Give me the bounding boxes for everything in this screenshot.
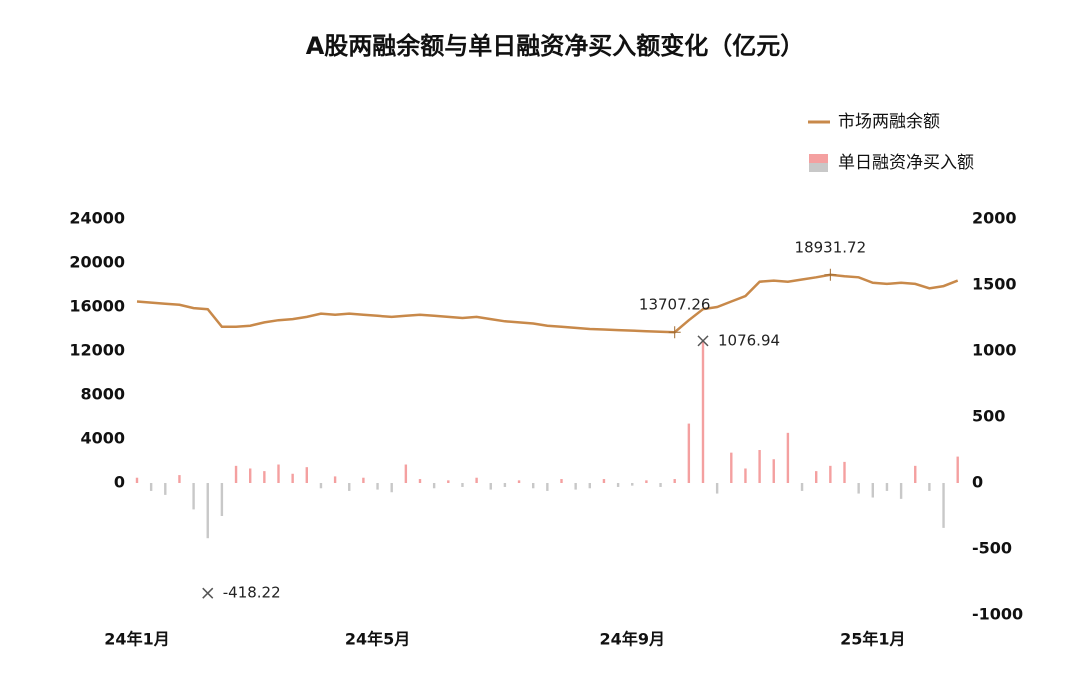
bar [461,483,464,487]
bar [659,483,662,487]
bar [178,475,181,483]
bar [532,483,535,489]
x-tick-label: 24年5月 [345,630,410,649]
bar [899,483,903,499]
bar [319,483,323,489]
bar [348,483,351,491]
bar [928,483,931,491]
y2-tick-label: 1000 [972,341,1017,360]
bar [631,483,634,486]
bar [475,477,478,483]
marker [824,268,837,281]
bar [447,480,450,483]
bar [786,432,790,483]
bar [206,483,209,539]
bar [956,456,959,483]
x-tick-label: 24年1月 [104,630,169,649]
line [136,273,959,334]
bar [673,479,676,483]
annotation: -418.22 [223,584,281,602]
bar [305,467,308,483]
bar [503,483,507,487]
bar [291,473,294,483]
bar [588,483,591,489]
bar [687,423,691,483]
bar [517,480,521,483]
marker [668,326,681,339]
bar [701,340,705,483]
legend-label: 单日融资净买入额 [838,153,974,173]
bar [376,483,379,490]
bar [404,464,408,483]
bar [390,483,393,493]
bar [263,471,266,483]
bar [574,483,577,490]
marker [697,335,709,347]
x-tick-label: 24年9月 [600,630,665,649]
bar [815,471,818,483]
bar [942,483,945,528]
y2-tick-label: 0 [972,473,983,492]
bar [234,465,238,483]
bar [758,450,761,483]
y-tick-label: 8000 [80,385,125,404]
bar [149,483,153,491]
bar [333,476,337,483]
y2-tick-label: -500 [972,539,1012,558]
bar [164,483,167,495]
bar [602,479,606,483]
bar [432,483,436,489]
bar [744,468,747,483]
annotation: 18931.72 [795,238,867,256]
bar [192,483,195,510]
bar [418,479,422,483]
y-tick-label: 16000 [69,297,125,316]
annotation: 13707.26 [639,296,711,314]
bar [489,483,492,490]
bar [800,483,804,491]
bar [715,483,719,494]
bar [616,483,620,487]
y2-tick-label: 500 [972,407,1005,426]
bar [772,459,775,483]
bar [914,465,917,483]
legend-swatch [809,163,828,172]
x-tick-label: 25年1月 [840,630,905,649]
bar [135,477,139,483]
bar [277,464,280,483]
bar [730,452,733,483]
y-tick-label: 4000 [80,429,125,448]
bar [362,477,365,483]
bar [857,483,860,494]
y2-tick-label: -1000 [972,605,1023,624]
legend-swatch [809,154,828,163]
y2-tick-label: 1500 [972,275,1017,294]
bar [871,483,874,498]
legend-label: 市场两融余额 [838,112,940,132]
bar [249,468,252,483]
y-tick-label: 24000 [69,209,125,228]
y-tick-label: 12000 [69,341,125,360]
bar [645,480,648,483]
bar [546,483,549,491]
y-tick-label: 20000 [69,253,125,272]
bar [843,461,846,483]
annotation: 1076.94 [718,331,780,349]
bar [560,479,563,483]
bar [220,483,224,516]
bar [829,465,832,483]
bar [885,483,889,491]
y2-tick-label: 2000 [972,209,1017,228]
y-tick-label: 0 [114,473,125,492]
marker [202,587,214,599]
chart-title: A股两融余额与单日融资净买入额变化（亿元） [306,32,805,60]
